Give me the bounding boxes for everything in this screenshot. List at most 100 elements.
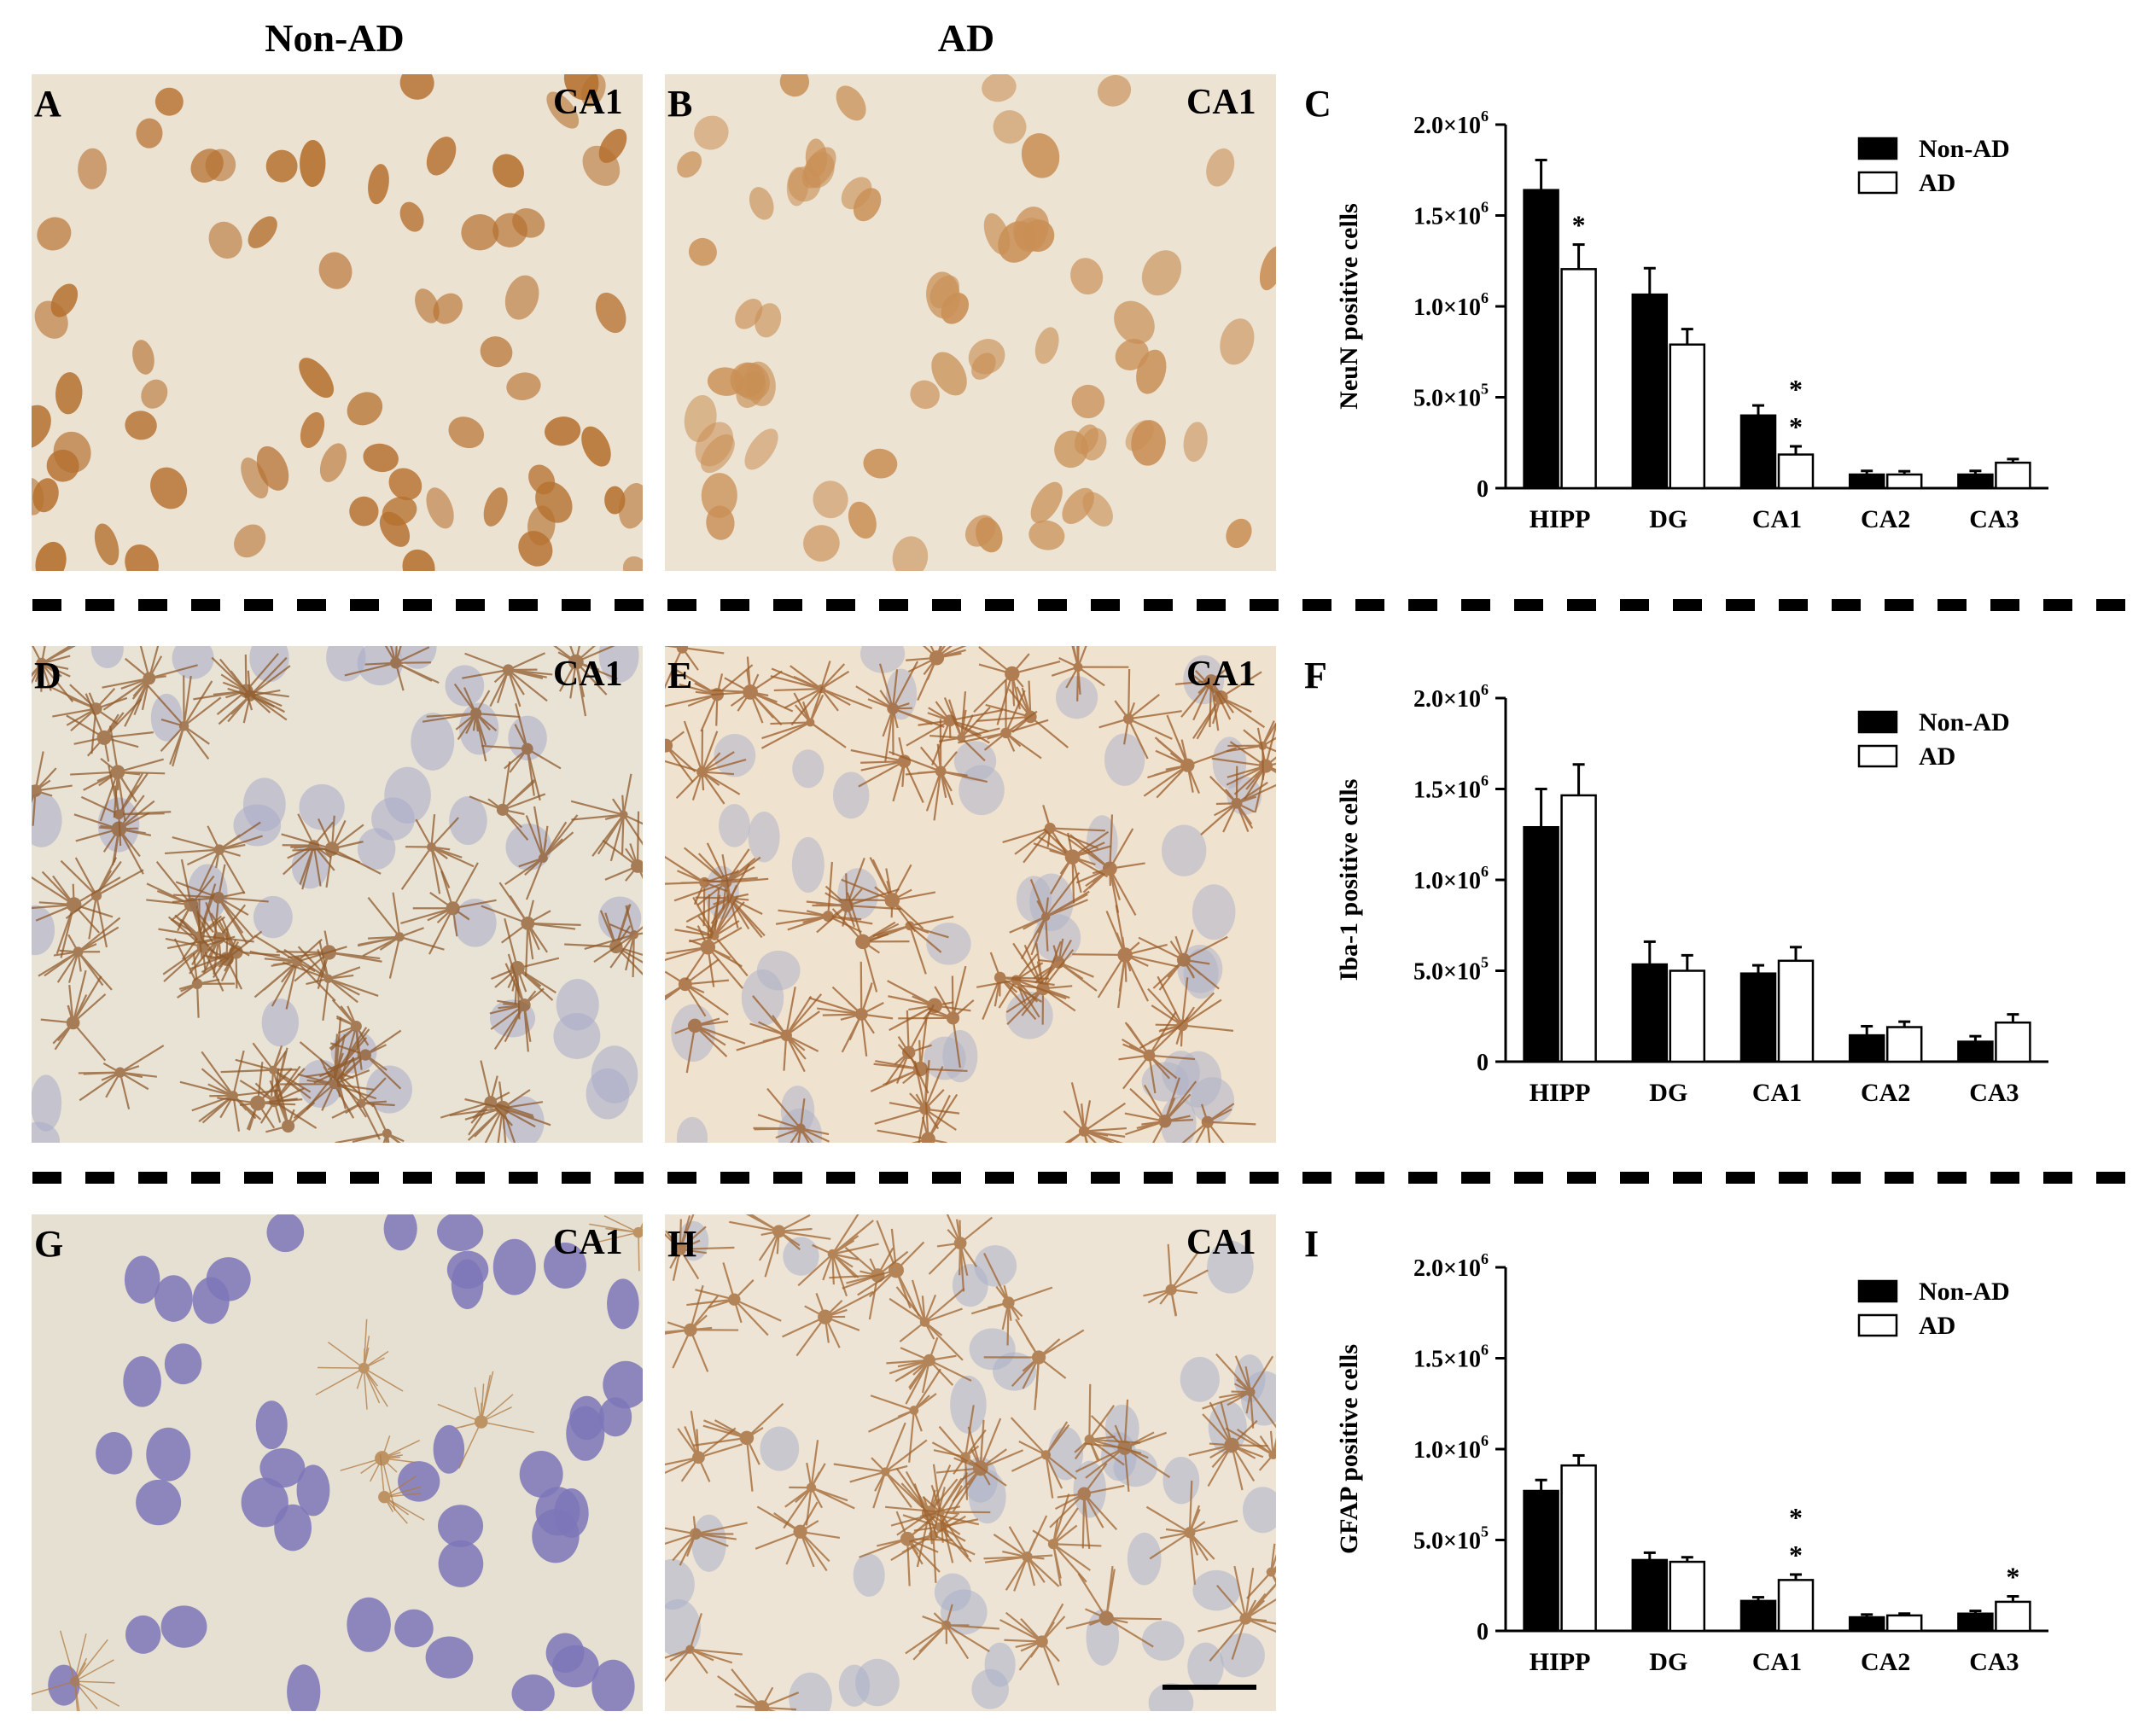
y-tick-label: 2.0×106 <box>1413 108 1489 139</box>
micrograph-h <box>665 1214 1276 1711</box>
bar-non-ad <box>1631 1558 1669 1633</box>
chart-svg: GFAP positive cells 0 5.0×105 1.0×106 1.5×10… <box>1335 1250 2048 1676</box>
x-tick-label: CA2 <box>1861 505 1910 533</box>
panel-letter-b: B <box>667 83 693 125</box>
x-tick-label: HIPP <box>1530 1648 1591 1676</box>
bar-ad <box>1885 473 1923 490</box>
x-tick-label: CA2 <box>1861 1079 1910 1107</box>
bar-non-ad <box>1739 1599 1777 1633</box>
bar-non-ad <box>1848 473 1885 490</box>
legend-swatch-non-ad <box>1857 137 1898 160</box>
panel-letter-a: A <box>34 83 61 125</box>
x-tick-label: CA1 <box>1752 1079 1802 1107</box>
region-label-e: CA1 <box>1186 655 1256 694</box>
region-label-b: CA1 <box>1186 83 1256 122</box>
legend-label: Non-AD <box>1919 708 2010 737</box>
panel-letter-e: E <box>667 655 693 696</box>
column-header-ad: AD <box>937 16 995 60</box>
row-separator-2 <box>32 1172 2141 1184</box>
panel-letter-d: D <box>34 655 61 696</box>
column-header-non-ad: Non-AD <box>265 16 405 60</box>
region-label-d: CA1 <box>553 655 623 694</box>
panel-letter-h: H <box>667 1223 697 1265</box>
bar-non-ad <box>1631 963 1669 1063</box>
micrograph-texture <box>32 74 643 571</box>
legend-swatch-non-ad <box>1857 710 1898 734</box>
x-tick-label: DG <box>1649 1079 1687 1107</box>
bar-non-ad <box>1523 189 1559 490</box>
bar-non-ad <box>1739 972 1777 1063</box>
x-tick-label: CA2 <box>1861 1648 1910 1676</box>
x-tick-label: HIPP <box>1530 505 1591 533</box>
bar-ad <box>1669 969 1706 1063</box>
y-tick-label: 1.5×106 <box>1413 772 1489 804</box>
micrograph-texture <box>32 1214 643 1711</box>
legend-swatch-ad <box>1857 1313 1898 1337</box>
y-axis-label: Iba-1 positive cells <box>1335 779 1363 981</box>
y-axis-label: GFAP positive cells <box>1335 1344 1363 1554</box>
x-tick-label: CA3 <box>1969 505 2019 533</box>
region-label-g: CA1 <box>553 1223 623 1262</box>
significance-marker: * <box>2006 1562 2019 1592</box>
bar-non-ad <box>1848 1616 1885 1633</box>
legend-swatch-ad <box>1857 744 1898 768</box>
significance-marker: * <box>1572 210 1586 241</box>
x-tick-label: CA3 <box>1969 1079 2019 1107</box>
micrograph-b <box>665 74 1276 571</box>
scale-bar <box>1162 1685 1256 1690</box>
y-tick-label: 5.0×105 <box>1413 954 1489 986</box>
y-tick-label: 5.0×105 <box>1413 381 1489 412</box>
y-tick-label: 0 <box>1477 1050 1489 1076</box>
bar-non-ad <box>1631 293 1669 490</box>
significance-marker: * <box>1789 1502 1803 1533</box>
panel-letter-g: G <box>34 1223 64 1265</box>
region-label-a: CA1 <box>553 83 623 122</box>
bar-ad <box>1777 453 1815 490</box>
significance-marker: * <box>1789 374 1803 405</box>
bar-non-ad <box>1957 1040 1994 1063</box>
significance-marker: * <box>1789 411 1803 442</box>
chart-svg: NeuN positive cells 0 5.0×105 1.0×106 1.5×10… <box>1335 108 2048 533</box>
x-tick-label: CA3 <box>1969 1648 2019 1676</box>
micrograph-d <box>32 646 643 1143</box>
micrograph-texture <box>32 646 643 1143</box>
bar-non-ad <box>1523 825 1559 1063</box>
x-tick-label: DG <box>1649 1648 1687 1676</box>
x-tick-label: CA1 <box>1752 505 1802 533</box>
micrograph-e <box>665 646 1276 1143</box>
micrograph-texture <box>665 74 1276 571</box>
y-tick-label: 1.0×106 <box>1413 863 1489 894</box>
y-tick-label: 1.5×106 <box>1413 1342 1489 1373</box>
legend-swatch-non-ad <box>1857 1279 1898 1303</box>
row-separator-1 <box>32 599 2141 611</box>
legend-label: AD <box>1919 1312 1955 1340</box>
x-tick-label: DG <box>1649 505 1687 533</box>
x-tick-label: CA1 <box>1752 1648 1802 1676</box>
chart-svg: Iba-1 positive cells 0 5.0×105 1.0×106 1.5×1… <box>1335 681 2048 1107</box>
bar-ad <box>1777 959 1815 1063</box>
legend-label: Non-AD <box>1919 1278 2010 1306</box>
legend-label: AD <box>1919 742 1955 771</box>
bar-non-ad <box>1957 1612 1994 1633</box>
y-axis-label: NeuN positive cells <box>1335 203 1363 410</box>
bar-ad <box>1777 1579 1815 1633</box>
micrograph-a <box>32 74 643 571</box>
y-tick-label: 1.0×106 <box>1413 1432 1489 1464</box>
bar-ad <box>1669 1560 1706 1633</box>
legend-label: Non-AD <box>1919 135 2010 163</box>
bar-ad <box>1885 1026 1923 1063</box>
micrograph-texture <box>665 646 1276 1143</box>
bar-ad <box>1669 343 1706 490</box>
panel-letter-c: C <box>1304 83 1331 125</box>
bar-non-ad <box>1523 1489 1559 1633</box>
bar-non-ad <box>1739 414 1777 490</box>
legend-swatch-ad <box>1857 171 1898 195</box>
chart-c-neun: NeuN positive cells 0 5.0×105 1.0×106 1.5×10… <box>1314 94 2151 555</box>
y-tick-label: 1.5×106 <box>1413 199 1489 230</box>
y-tick-label: 5.0×105 <box>1413 1523 1489 1555</box>
chart-f-iba1: Iba-1 positive cells 0 5.0×105 1.0×106 1.5×1… <box>1314 667 2151 1128</box>
bar-non-ad <box>1848 1033 1885 1063</box>
region-label-h: CA1 <box>1186 1223 1256 1262</box>
panel-letter-i: I <box>1304 1223 1320 1265</box>
bar-ad <box>1995 1021 2031 1063</box>
